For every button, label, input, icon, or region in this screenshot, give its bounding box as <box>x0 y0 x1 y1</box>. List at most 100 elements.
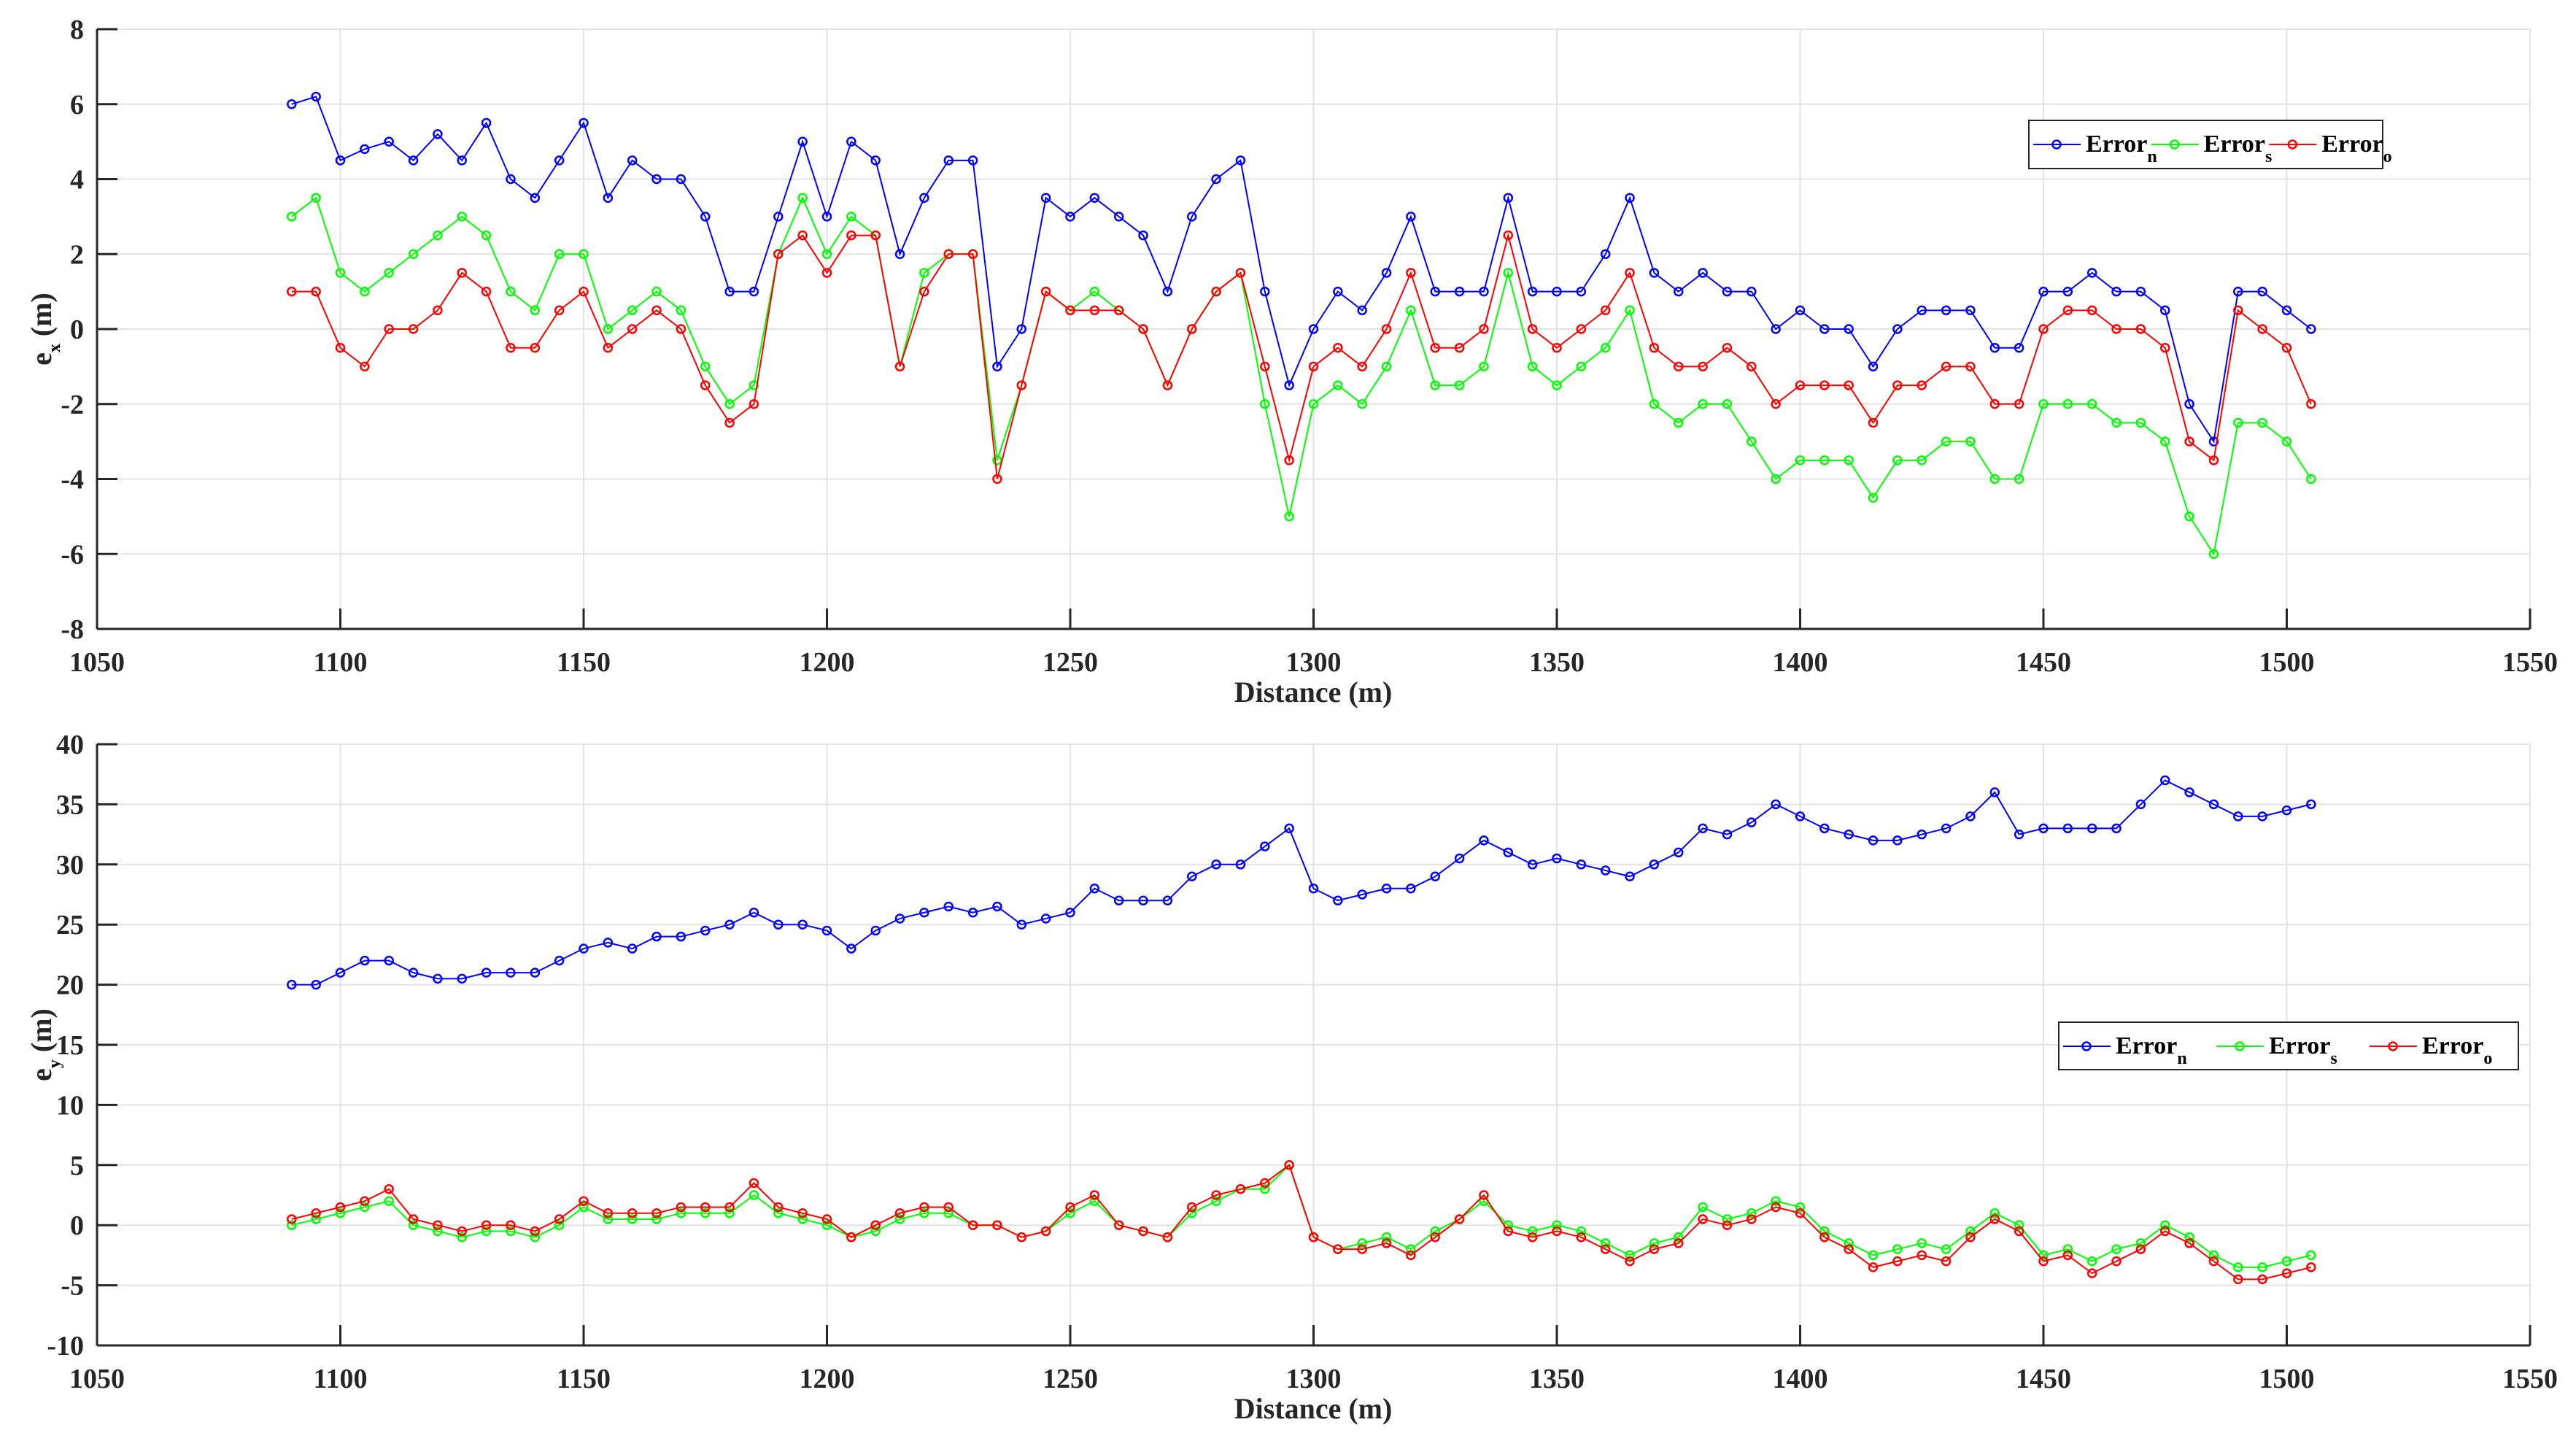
data-point-error-o <box>992 1220 1002 1230</box>
data-point-error-s <box>287 1220 297 1230</box>
data-point-error-s <box>335 1208 346 1218</box>
data-point-error-s <box>1357 1238 1367 1248</box>
data-point-error-o <box>700 1202 711 1213</box>
y-tick-label: -5 <box>61 1271 84 1302</box>
data-point-error-o <box>1503 230 1514 241</box>
data-point-error-n <box>1333 895 1343 905</box>
data-point-error-o <box>1040 1226 1051 1237</box>
data-point-error-o <box>1454 342 1465 353</box>
subplot-ex: Distance (m) ex (m) 1050 1100 1150 1200 1250 1… <box>25 15 2558 708</box>
data-point-error-n <box>1941 305 1952 316</box>
data-point-error-o <box>1065 305 1075 316</box>
y-axis-label: ex (m) <box>25 293 64 366</box>
data-point-error-n <box>1965 811 1976 822</box>
series-error-o <box>287 1160 2316 1285</box>
data-point-error-s <box>749 380 759 390</box>
data-point-error-o <box>1649 1244 1660 1254</box>
data-point-error-o <box>1552 1226 1562 1237</box>
data-point-error-o <box>2281 1268 2292 1278</box>
data-point-error-s <box>2086 399 2097 409</box>
data-point-error-n <box>360 955 370 966</box>
data-point-error-s <box>579 1202 589 1213</box>
data-point-error-s <box>1747 1208 1757 1218</box>
data-point-error-s <box>360 286 370 297</box>
data-point-error-n <box>2086 268 2097 278</box>
legend-box <box>2028 120 2383 169</box>
data-point-error-o <box>1576 324 1587 334</box>
data-point-error-o <box>2257 324 2267 334</box>
data-point-error-n <box>627 943 638 954</box>
data-point-error-n <box>700 212 711 222</box>
data-point-error-s <box>1649 399 1660 409</box>
data-point-error-o <box>773 1202 784 1213</box>
data-point-error-o <box>579 286 589 297</box>
data-point-error-o <box>287 1214 297 1224</box>
data-point-error-o <box>2257 1274 2267 1285</box>
data-point-error-n <box>1552 286 1562 297</box>
data-point-error-n <box>2062 823 2073 834</box>
x-tick-label: 1500 <box>2259 1364 2315 1394</box>
data-point-error-n <box>967 907 978 918</box>
data-point-error-o <box>1989 399 2000 409</box>
data-point-error-s <box>992 455 1002 465</box>
data-point-error-o <box>943 1202 954 1213</box>
data-point-error-n <box>1795 305 1806 316</box>
data-point-error-s <box>1430 1226 1440 1237</box>
y-tick-label: 15 <box>56 1030 84 1061</box>
data-point-error-o <box>1576 1232 1587 1243</box>
data-point-error-n <box>1040 913 1051 924</box>
data-point-error-n <box>651 931 662 942</box>
data-point-error-o <box>311 1208 321 1218</box>
data-point-error-o <box>651 1208 662 1218</box>
data-point-error-s <box>1381 361 1392 372</box>
data-point-error-o <box>943 249 954 259</box>
data-point-error-o <box>433 305 443 316</box>
data-point-error-n <box>2306 324 2316 334</box>
data-point-error-n <box>1527 859 1538 870</box>
data-point-error-o <box>700 380 711 390</box>
data-point-error-o <box>2086 1268 2097 1278</box>
y-tick-label: 20 <box>56 970 84 1001</box>
data-point-error-o <box>530 342 541 353</box>
data-point-error-n <box>651 174 662 185</box>
data-point-error-o <box>335 342 346 353</box>
data-point-error-n <box>1941 823 1952 834</box>
data-point-error-s <box>2306 474 2316 484</box>
y-tick-label: 0 <box>70 314 84 345</box>
data-point-error-s <box>603 324 614 334</box>
x-tick-label: 1350 <box>1529 1364 1585 1394</box>
data-point-error-o <box>433 1220 443 1230</box>
series-line-error-s <box>291 196 2312 556</box>
data-point-error-n <box>1284 823 1294 834</box>
legend-label-text: Error <box>2116 1032 2177 1059</box>
legend-label-subscript: s <box>2330 1049 2337 1068</box>
legend: Errorn Errors Erroro <box>2028 120 2392 169</box>
data-point-error-o <box>1454 1214 1465 1224</box>
data-point-error-n <box>603 938 614 948</box>
data-point-error-n <box>287 979 297 990</box>
data-point-error-o <box>1430 1232 1440 1243</box>
data-point-error-o <box>1089 305 1100 316</box>
data-point-error-s <box>335 268 346 278</box>
data-point-error-o <box>846 1232 856 1243</box>
data-point-error-s <box>603 1214 614 1224</box>
data-point-error-n <box>2111 823 2121 834</box>
x-tick-label: 1550 <box>2502 647 2558 678</box>
legend-marker-error-s <box>2235 1041 2245 1051</box>
data-point-error-o <box>797 230 808 241</box>
data-point-error-o <box>1747 361 1757 372</box>
data-point-error-s <box>676 305 686 316</box>
data-point-error-o <box>1406 268 1416 278</box>
data-point-error-o <box>2233 305 2243 316</box>
data-point-error-n <box>433 129 443 139</box>
data-point-error-o <box>821 1214 832 1224</box>
data-point-error-n <box>1527 286 1538 297</box>
data-point-error-n <box>457 973 467 984</box>
data-point-error-o <box>676 1202 686 1213</box>
data-point-error-n <box>821 212 832 222</box>
data-point-error-n <box>408 155 419 166</box>
data-point-error-s <box>1722 1214 1733 1224</box>
data-point-error-s <box>481 230 492 241</box>
data-point-error-o <box>1187 1202 1197 1213</box>
